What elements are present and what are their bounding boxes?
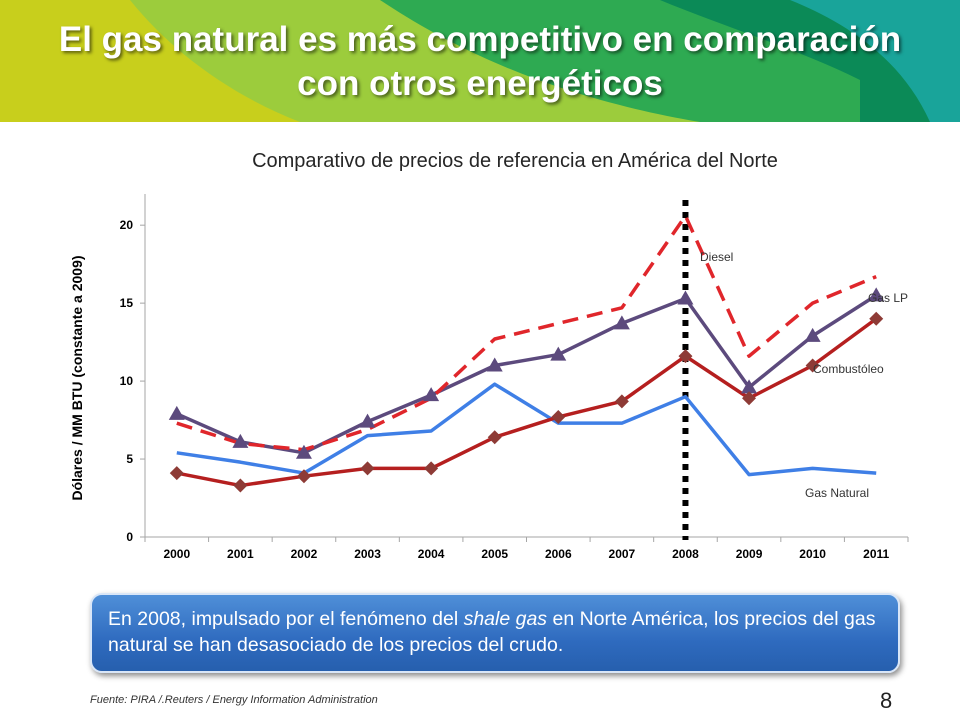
x-tick-label: 2001: [227, 547, 254, 561]
callout-text-start: En 2008, impulsado por el fenómeno del: [108, 608, 464, 630]
marker-gas-lp: [804, 327, 821, 342]
series-line-gas-lp: [176, 293, 878, 455]
marker-combustoleo: [233, 478, 248, 493]
marker-gas-lp: [168, 405, 185, 420]
series-label-gas-lp: Gas LP: [868, 291, 908, 305]
callout-text-emphasis: shale gas: [463, 608, 548, 630]
marker-gas-lp: [741, 379, 758, 394]
marker-combustoleo: [805, 358, 820, 373]
marker-combustoleo: [487, 430, 502, 445]
y-tick-label: 5: [126, 452, 133, 466]
y-axis-label: Dólares / MM BTU (constante a 2009): [69, 255, 85, 500]
title-banner: El gas natural es más competitivo en com…: [0, 0, 960, 122]
x-tick-label: 2008: [672, 547, 699, 561]
marker-combustoleo: [296, 469, 311, 484]
marker-gas-lp: [868, 287, 885, 302]
marker-gas-lp: [359, 413, 376, 428]
marker-combustoleo: [360, 461, 375, 476]
marker-gas-lp: [677, 290, 694, 305]
y-tick-label: 20: [120, 218, 134, 232]
marker-combustoleo: [551, 409, 566, 424]
page-number: 8: [880, 688, 893, 713]
x-tick-label: 2004: [418, 547, 445, 561]
chart-title: Comparativo de precios de referencia en …: [252, 150, 778, 172]
y-tick-label: 0: [126, 530, 133, 544]
series-line-combustoleo: [176, 317, 878, 488]
series-label-gas-natural: Gas Natural: [805, 486, 869, 500]
marker-gas-lp: [550, 346, 567, 361]
y-tick-label: 15: [120, 296, 134, 310]
series-line-diesel: [176, 214, 877, 452]
title-line-2: con otros energéticos: [297, 64, 663, 103]
x-tick-label: 2002: [291, 547, 318, 561]
marker-combustoleo: [742, 391, 757, 406]
marker-combustoleo: [169, 466, 184, 481]
x-tick-label: 2007: [609, 547, 636, 561]
series-label-combustoleo: Combustóleo: [813, 362, 884, 376]
callout-box: En 2008, impulsado por el fenómeno del s…: [90, 593, 900, 673]
source-note: Fuente: PIRA /.Reuters / Energy Informat…: [90, 694, 378, 706]
callout-text-end: en Norte América, los precios del gas na…: [108, 608, 876, 656]
y-tick-label: 10: [120, 374, 134, 388]
x-tick-label: 2005: [481, 547, 508, 561]
x-tick-label: 2009: [736, 547, 763, 561]
x-tick-label: 2010: [799, 547, 826, 561]
marker-gas-lp: [486, 357, 503, 372]
series-line-gas-natural: [176, 382, 877, 477]
marker-combustoleo: [614, 394, 629, 409]
marker-gas-lp: [295, 444, 312, 459]
marker-gas-lp: [613, 315, 630, 330]
marker-combustoleo: [678, 349, 693, 364]
banner-background: [0, 0, 960, 122]
marker-combustoleo: [869, 311, 884, 326]
x-tick-label: 2003: [354, 547, 381, 561]
slide-title: El gas natural es más competitivo en com…: [0, 18, 960, 106]
x-tick-label: 2000: [163, 547, 190, 561]
x-tick-label: 2006: [545, 547, 572, 561]
series-label-diesel: Diesel: [700, 250, 733, 264]
marker-gas-lp: [423, 387, 440, 402]
x-tick-label: 2011: [863, 547, 889, 561]
marker-combustoleo: [424, 461, 439, 476]
title-line-1: El gas natural es más competitivo en com…: [58, 20, 902, 59]
marker-gas-lp: [232, 433, 249, 448]
